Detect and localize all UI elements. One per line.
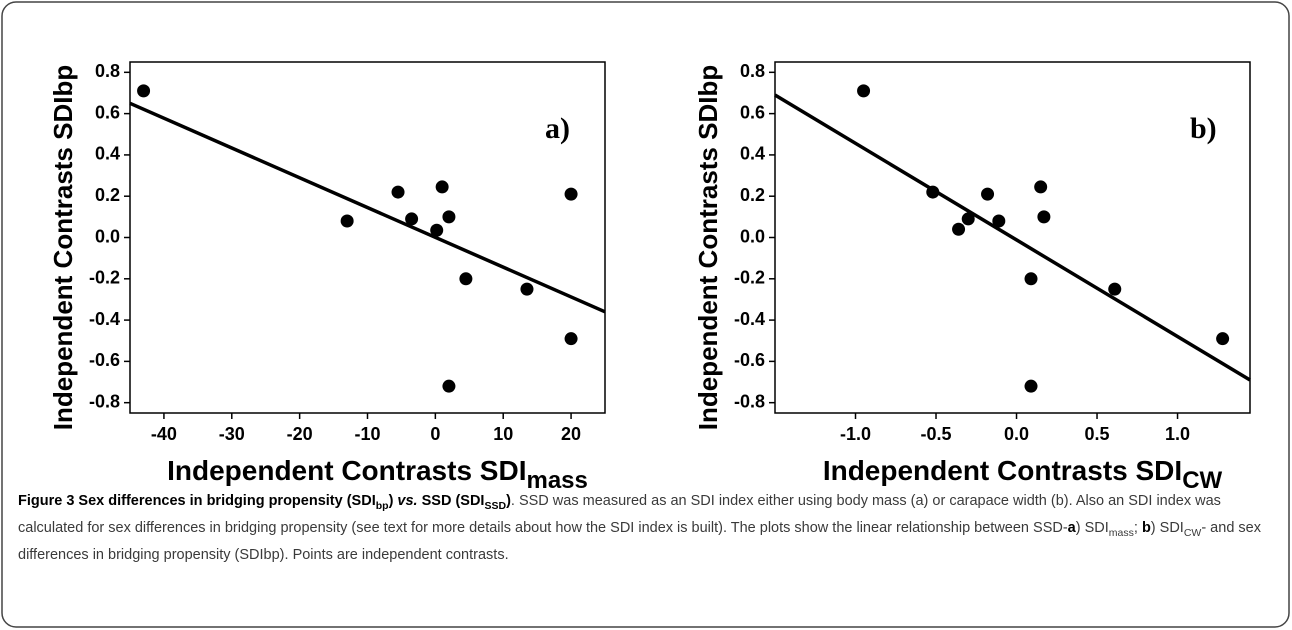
y-tick-label: 0.0 — [740, 226, 765, 246]
x-tick-label: 10 — [493, 424, 513, 444]
caption-run: SSD (SDI — [417, 493, 485, 509]
x-axis-title-sub: mass — [526, 467, 587, 494]
y-tick-label: -0.8 — [734, 391, 765, 411]
x-axis-title-main: Independent Contrasts SDI — [167, 455, 526, 486]
data-point — [1024, 272, 1038, 286]
y-tick-label: -0.4 — [734, 309, 765, 329]
x-tick-label: -0.5 — [921, 424, 952, 444]
caption-run: bp — [375, 499, 389, 512]
caption-run: ) — [388, 493, 398, 509]
y-tick-label: -0.6 — [734, 350, 765, 370]
caption-run: a — [1067, 519, 1076, 536]
y-tick-label: -0.2 — [89, 268, 120, 288]
data-point — [405, 212, 419, 226]
y-tick-label: -0.4 — [89, 309, 120, 329]
data-point — [1037, 210, 1051, 224]
caption-run: - and sex differences in bridging propen… — [18, 519, 1261, 563]
caption-run: . SSD was measured as an SDI index eithe… — [18, 493, 1221, 536]
plot-frame — [129, 61, 606, 414]
x-tick-label: 20 — [561, 424, 581, 444]
annotation: a) — [545, 112, 570, 145]
chart: -0.8 -0.6 -0.4 -0.2 0.0 0.2 0.4 0.6 0.8 -40 -30 -20… — [48, 61, 606, 494]
annotation: b) — [1190, 112, 1217, 145]
y-tick-label: -0.8 — [89, 391, 120, 411]
x-tick-label: 0.5 — [1085, 424, 1110, 444]
data-point — [952, 222, 966, 236]
data-point — [1108, 282, 1122, 296]
caption: Figure 3 Sex differences in bridging pro… — [18, 490, 1268, 566]
data-point — [340, 214, 354, 228]
data-point — [857, 84, 871, 98]
y-tick-label: 0.6 — [95, 102, 120, 122]
x-tick-label: -30 — [219, 424, 245, 444]
y-tick-label: 0.8 — [740, 61, 765, 81]
data-point — [435, 180, 449, 194]
caption-run: Figure 3 Sex differences in bridging pro… — [18, 493, 376, 509]
data-point — [992, 214, 1006, 228]
caption-run: vs. — [397, 493, 418, 509]
caption-run: SSD — [484, 499, 507, 512]
trend-line — [774, 93, 1251, 382]
data-point — [1216, 332, 1230, 346]
caption-run: ; — [1133, 519, 1142, 536]
x-axis-title: Independent Contrasts SDICW — [823, 455, 1223, 494]
data-point — [442, 210, 456, 224]
y-tick-label: 0.2 — [95, 185, 120, 205]
caption-run: ) SDI — [1075, 519, 1109, 536]
data-point — [430, 223, 444, 237]
caption-run: CW — [1183, 526, 1202, 539]
y-tick-label: 0.8 — [95, 61, 120, 81]
x-tick-label: -20 — [287, 424, 313, 444]
y-tick-label: 0.0 — [95, 226, 120, 246]
data-point — [981, 187, 995, 201]
data-point — [1034, 180, 1048, 194]
x-axis-title-sub: CW — [1182, 467, 1222, 494]
chart: -0.8 -0.6 -0.4 -0.2 0.0 0.2 0.4 0.6 0.8 -1.0 -0.5 0… — [693, 61, 1251, 494]
y-tick-label: 0.4 — [740, 144, 765, 164]
x-axis-title-main: Independent Contrasts SDI — [823, 455, 1182, 486]
data-point — [442, 379, 456, 393]
caption-run: ) SDI — [1150, 519, 1184, 536]
y-tick-label: 0.6 — [740, 102, 765, 122]
y-axis-title: Independent Contrasts SDIbp — [48, 65, 78, 430]
x-tick-label: 1.0 — [1165, 424, 1190, 444]
x-tick-label: 0.0 — [1004, 424, 1029, 444]
data-point — [926, 185, 940, 199]
x-tick-label: -40 — [151, 424, 177, 444]
data-point — [459, 272, 473, 286]
x-axis-title: Independent Contrasts SDImass — [167, 455, 588, 494]
y-tick-label: -0.2 — [734, 268, 765, 288]
y-tick-label: -0.6 — [89, 350, 120, 370]
caption-run: mass — [1108, 526, 1134, 539]
data-point — [391, 185, 405, 199]
x-tick-label: -1.0 — [840, 424, 871, 444]
data-point — [564, 187, 578, 201]
x-tick-label: 0 — [430, 424, 440, 444]
y-tick-label: 0.2 — [740, 185, 765, 205]
caption-run: b — [1141, 519, 1151, 536]
x-tick-label: -10 — [354, 424, 380, 444]
data-point — [564, 332, 578, 346]
y-axis-title: Independent Contrasts SDIbp — [693, 65, 723, 430]
y-tick-label: 0.4 — [95, 144, 120, 164]
data-point — [137, 84, 151, 98]
data-point — [1024, 379, 1038, 393]
data-point — [961, 212, 975, 226]
caption-run: ) — [506, 493, 511, 509]
trend-line — [129, 101, 606, 314]
data-point — [520, 282, 534, 296]
